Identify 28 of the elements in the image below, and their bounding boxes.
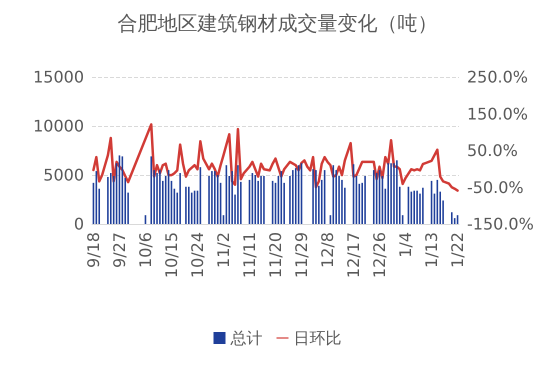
line-series bbox=[92, 123, 459, 192]
legend-label: 总计 bbox=[230, 328, 262, 348]
x-tick-label: 1/22 bbox=[448, 232, 468, 268]
x-tick-label: 1/4 bbox=[396, 232, 416, 258]
x-tick-label: 10/6 bbox=[136, 232, 155, 268]
y2-tick-label: 50.0% bbox=[467, 141, 518, 160]
x-tick-label: 9/27 bbox=[110, 232, 129, 268]
x-tick-label: 11/2 bbox=[214, 232, 233, 268]
x-tick-label: 1/13 bbox=[422, 232, 442, 268]
x-tick-label: 9/18 bbox=[84, 232, 103, 268]
y2-tick-label: -50.0% bbox=[467, 178, 524, 197]
y2-tick-label: -150.0% bbox=[467, 214, 534, 234]
legend-label: 日环比 bbox=[294, 328, 342, 348]
x-tick-label: 10/15 bbox=[162, 232, 181, 278]
y-tick-label: 0 bbox=[74, 214, 84, 234]
x-tick-label: 11/20 bbox=[266, 232, 285, 278]
x-tick-label: 12/8 bbox=[318, 232, 338, 268]
x-tick-label: 12/26 bbox=[370, 232, 390, 278]
y-tick-label: 15000 bbox=[33, 68, 84, 86]
x-tick-label: 10/24 bbox=[188, 232, 207, 278]
y-tick-label: 10000 bbox=[33, 116, 84, 136]
x-tick-label: 12/17 bbox=[344, 232, 364, 278]
chart-title: 合肥地区建筑钢材成交量变化（吨） bbox=[118, 11, 438, 35]
y2-tick-label: 150.0% bbox=[467, 104, 528, 124]
x-tick-label: 11/11 bbox=[240, 232, 259, 278]
y-tick-label: 5000 bbox=[43, 166, 84, 184]
x-tick-label: 11/29 bbox=[292, 232, 312, 278]
y2-tick-label: 250.0% bbox=[467, 68, 528, 86]
